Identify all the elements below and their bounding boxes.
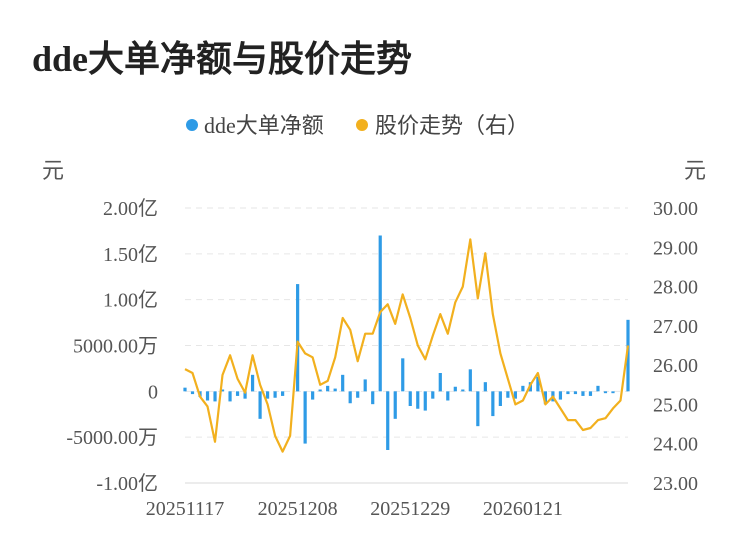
- left-tick-label: 5000.00万: [73, 336, 158, 358]
- left-tick-label: 1.00亿: [103, 289, 158, 312]
- dde-bar: [521, 385, 525, 392]
- legend-marker-price: [356, 119, 368, 131]
- dde-bar: [461, 389, 465, 392]
- dde-bar: [311, 391, 315, 400]
- dde-bar: [498, 391, 502, 406]
- dde-bar: [543, 391, 548, 405]
- dde-bar: [371, 391, 375, 405]
- x-tick-label: 20251117: [146, 498, 225, 520]
- dde-bar-series: [183, 235, 630, 450]
- dde-bar: [318, 389, 322, 392]
- dde-bar: [265, 391, 270, 399]
- dde-bar: [536, 376, 540, 392]
- dde-bar: [213, 391, 217, 402]
- dde-bar: [573, 391, 578, 395]
- dde-bar: [423, 391, 427, 411]
- left-tick-label: 1.50亿: [103, 243, 158, 266]
- dde-bar: [281, 391, 285, 396]
- right-tick-label: 23.00: [653, 473, 698, 495]
- right-tick-label: 26.00: [653, 355, 698, 377]
- dde-bar: [588, 391, 593, 396]
- dde-bar: [603, 391, 608, 394]
- dde-bar: [333, 388, 337, 392]
- dde-bar: [611, 391, 615, 394]
- dde-bar: [326, 385, 330, 392]
- x-tick-label: 20251208: [258, 498, 338, 520]
- x-axis: 20251117 20251208 20251229 20260121: [146, 482, 628, 520]
- right-axis: 30.00 29.00 28.00 27.00 26.00 25.00 24.00 23.00: [653, 198, 698, 495]
- dde-bar: [205, 391, 210, 401]
- dde-bar: [303, 391, 307, 444]
- dde-bar: [438, 373, 442, 392]
- left-tick-label: -5000.00万: [66, 427, 158, 449]
- dde-bar: [558, 391, 563, 400]
- dde-bar: [183, 387, 187, 392]
- right-tick-label: 25.00: [653, 394, 698, 416]
- dde-bar: [356, 391, 360, 398]
- dde-bar: [258, 391, 262, 419]
- legend-label-price: 股价走势（右）: [375, 113, 529, 138]
- dde-bar: [296, 284, 300, 392]
- right-axis-unit: 元: [684, 158, 706, 183]
- left-tick-label: -1.00亿: [96, 472, 158, 495]
- left-axis-unit: 元: [42, 158, 64, 183]
- dde-bar: [190, 391, 195, 395]
- dde-bar: [491, 391, 495, 417]
- dde-bar: [408, 391, 412, 406]
- left-axis: 2.00亿 1.50亿 1.00亿 5000.00万 0 -5000.00万 -1.00亿: [66, 197, 158, 495]
- price-line: [184, 238, 630, 453]
- dde-bar: [228, 391, 232, 402]
- dde-bar: [453, 386, 457, 392]
- chart-title: dde大单净额与股价走势: [32, 39, 413, 79]
- dde-bar: [416, 391, 420, 409]
- right-tick-label: 24.00: [653, 434, 698, 456]
- x-tick-label: 20251229: [370, 498, 450, 520]
- dde-bar: [273, 391, 277, 398]
- legend-marker-dde: [186, 119, 198, 131]
- left-tick-label: 0: [148, 381, 158, 403]
- dde-bar: [566, 391, 570, 395]
- dde-bar: [476, 391, 480, 427]
- dde-bar: [393, 391, 397, 419]
- dde-bar: [446, 391, 450, 401]
- dde-bar: [506, 391, 510, 398]
- dde-bar: [401, 358, 405, 392]
- dde-bar: [250, 374, 255, 392]
- dde-bar: [348, 391, 352, 404]
- right-tick-label: 30.00: [653, 198, 698, 220]
- right-tick-label: 28.00: [653, 277, 698, 299]
- dde-bar: [363, 379, 367, 392]
- dde-bar: [235, 391, 240, 396]
- dde-bar: [431, 391, 435, 399]
- left-tick-label: 2.00亿: [103, 197, 158, 220]
- chart-legend: dde大单净额 股价走势（右）: [186, 113, 529, 138]
- dde-bar: [243, 391, 247, 399]
- dde-bar: [596, 385, 600, 392]
- grid-lines: [185, 207, 628, 484]
- dde-bar: [220, 389, 225, 392]
- x-tick-label: 20260121: [483, 498, 563, 520]
- legend-label-dde: dde大单净额: [204, 113, 324, 138]
- dde-bar: [483, 382, 487, 392]
- dde-bar: [513, 391, 517, 399]
- dde-bar: [468, 369, 472, 392]
- dde-bar: [386, 391, 390, 450]
- price-line-series: [184, 238, 630, 453]
- right-tick-label: 27.00: [653, 316, 698, 338]
- right-tick-label: 29.00: [653, 237, 698, 259]
- dde-bar: [626, 319, 630, 392]
- dde-bar: [581, 391, 585, 396]
- dde-bar: [341, 374, 345, 392]
